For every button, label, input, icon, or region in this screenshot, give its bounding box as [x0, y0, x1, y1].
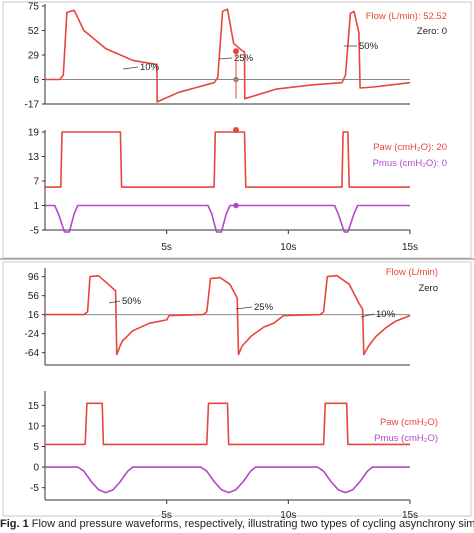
caption-text: Flow and pressure waveforms, respectivel…: [31, 518, 474, 530]
readout-label: Flow (L/min): 52.52: [366, 11, 447, 22]
y-tick-label: 56: [28, 291, 40, 302]
annotation-pointer: [360, 313, 375, 318]
y-tick-label: 75: [28, 2, 40, 13]
y-tick-label: -5: [30, 483, 39, 494]
caption-label: Fig. 1: [0, 518, 29, 530]
y-tick-label: 15: [28, 401, 40, 412]
series-line-paw: [45, 402, 410, 446]
series-line-flow: [45, 274, 411, 356]
readout-label: Pmus (cmH₂O): 0: [373, 158, 447, 169]
x-tick-label: 10s: [280, 510, 296, 521]
readout-label: Pmus (cmH₂O): [374, 433, 438, 444]
x-tick-label: 15s: [402, 510, 418, 521]
series-line-flow: [45, 8, 411, 103]
y-tick-label: 96: [28, 272, 40, 283]
y-tick-label: -5: [30, 226, 39, 237]
x-tick-label: 5s: [161, 242, 172, 253]
y-tick-label: 1: [33, 201, 39, 212]
annotation-pointer: [235, 306, 253, 310]
y-tick-label: -64: [25, 348, 40, 359]
annotation-pointer: [122, 66, 139, 70]
x-tick-label: 15s: [402, 242, 418, 253]
cursor-marker-flow: [233, 48, 240, 55]
readout-label: Zero: 0: [417, 26, 447, 37]
readout-label: Zero: [418, 283, 438, 294]
annotation-label: 25%: [234, 53, 254, 64]
cursor-marker-paw: [233, 126, 240, 133]
panel-frame: [2, 1, 472, 259]
readout-label: Flow (L/min): [386, 267, 438, 278]
cursor-marker-pmus: [233, 202, 239, 209]
y-tick-label: 52: [28, 26, 40, 37]
y-tick-label: 29: [28, 51, 40, 62]
y-tick-label: 16: [28, 310, 40, 321]
y-tick-label: -17: [25, 100, 40, 111]
cursor-marker-zero: [233, 76, 239, 83]
y-tick-label: 6: [33, 75, 39, 86]
readout-label: Paw (cmH₂O): 20: [373, 142, 447, 153]
y-tick-label: 19: [28, 128, 40, 139]
y-tick-label: 10: [28, 421, 40, 432]
annotation-label: 50%: [359, 41, 379, 52]
annotation-label: 25%: [254, 302, 274, 313]
y-tick-label: 7: [33, 177, 39, 188]
y-tick-label: 13: [28, 152, 40, 163]
readout-label: Paw (cmH₂O): [380, 417, 438, 428]
chart-panel-2: 19 13 7 1 -5 5s 10s 15s Paw (cmH₂O): 20 Pmus (cmH…: [28, 128, 447, 254]
x-tick-label: 5s: [161, 510, 172, 521]
x-tick-label: 10s: [280, 242, 296, 253]
annotation-pointer: [108, 300, 121, 304]
series-line-pmus: [45, 466, 410, 494]
y-tick-label: 5: [33, 442, 39, 453]
chart-panel-1: 75 52 29 6 -17 Flow (L/min): 52.52 Zero: 0: [25, 2, 447, 111]
annotation-label: 10%: [140, 62, 160, 73]
annotation-pointer: [218, 57, 233, 60]
chart-panel-4: 15 10 5 0 -5 5s 10s 15s Paw (cmH₂O) Pmus (cmH₂O): [28, 391, 438, 521]
series-line-paw: [45, 131, 410, 188]
panel-frame: [2, 261, 472, 517]
annotation-label: 50%: [122, 296, 142, 307]
figure-caption: Fig. 1 Flow and pressure waveforms, resp…: [0, 518, 474, 533]
y-tick-label: -24: [25, 329, 40, 340]
series-line-pmus: [45, 204, 410, 233]
y-tick-label: 0: [33, 463, 39, 474]
panel-frames: [0, 1, 474, 517]
annotation-label: 10%: [376, 309, 396, 320]
